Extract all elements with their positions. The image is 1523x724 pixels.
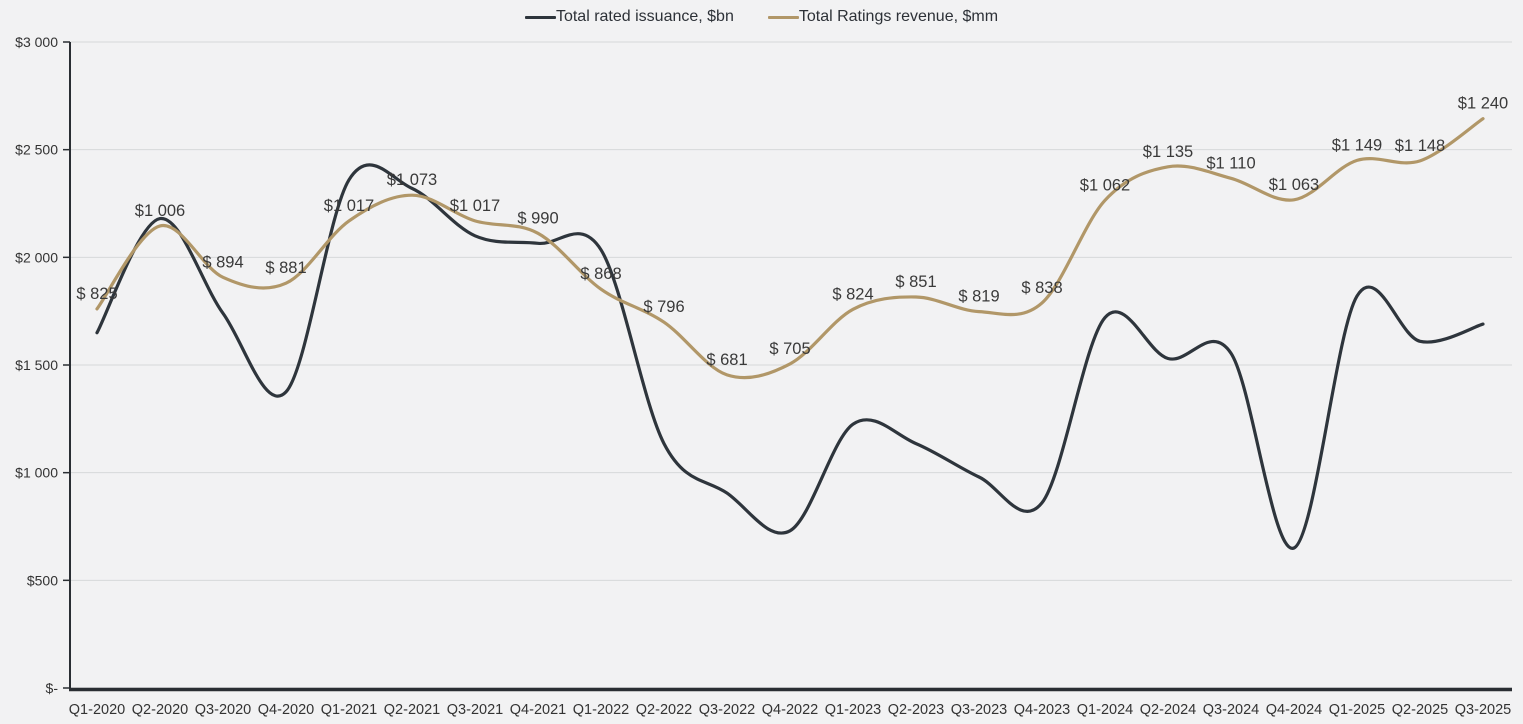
revenue-data-label: $1 148 [1395,137,1445,155]
revenue-data-label: $1 062 [1080,176,1130,194]
legend-item-issuance: Total rated issuance, $bn [524,8,734,26]
y-axis-label: $1 500 [15,357,58,373]
revenue-data-label: $ 894 [202,253,243,271]
revenue-line-swatch-icon [767,15,799,19]
revenue-line [95,117,1485,380]
x-axis-label: Q1-2020 [69,702,125,718]
revenue-data-label: $ 705 [769,340,810,358]
revenue-data-label: $1 017 [450,197,500,215]
issuance-line [95,163,1485,550]
revenue-data-label: $1 110 [1206,154,1255,172]
x-axis-label: Q4-2021 [510,702,566,718]
x-axis-label: Q2-2024 [1140,702,1196,718]
x-axis-label: Q4-2024 [1266,702,1322,718]
y-axis-label: $2 000 [15,249,58,265]
y-axis-label: $2 500 [15,142,58,158]
x-axis-label: Q2-2021 [384,702,440,718]
revenue-data-label: $1 073 [387,171,437,189]
x-axis-label: Q4-2022 [762,702,818,718]
x-axis-label: Q1-2021 [321,702,377,718]
x-axis-label: Q1-2025 [1329,702,1385,718]
y-axis-label: $- [46,680,59,696]
issuance-legend-label: Total rated issuance, $bn [555,8,734,25]
x-axis-label: Q2-2023 [888,702,944,718]
legend-item-revenue: Total Ratings revenue, $mm [767,8,999,26]
revenue-data-label: $ 825 [76,285,117,303]
x-axis-label: Q1-2023 [825,702,881,718]
y-axis-label: $1 000 [15,465,58,481]
revenue-data-label: $ 824 [832,285,873,303]
x-axis-label: Q3-2020 [195,702,251,718]
x-axis-label: Q1-2022 [573,702,629,718]
x-axis-label: Q3-2022 [699,702,755,718]
revenue-data-label: $ 681 [706,351,747,369]
revenue-data-label: $1 063 [1269,176,1319,194]
revenue-data-label: $ 881 [265,259,306,277]
y-axis-label: $3 000 [15,34,58,50]
issuance-line-swatch-icon [524,15,556,19]
x-axis-label: Q3-2023 [951,702,1007,718]
x-axis-label: Q2-2025 [1392,702,1448,718]
revenue-data-label: $ 838 [1021,279,1062,297]
x-axis-label: Q2-2020 [132,702,188,718]
revenue-data-label: $1 006 [135,202,185,220]
revenue-data-label: $ 990 [517,209,558,227]
revenue-data-label: $ 796 [643,298,684,316]
x-axis-label: Q3-2024 [1203,702,1259,718]
x-axis-label: Q3-2021 [447,702,503,718]
revenue-data-label: $ 851 [895,273,936,291]
y-axis-label: $500 [27,572,58,588]
x-axis-label: Q4-2023 [1014,702,1070,718]
x-axis-label: Q3-2025 [1455,702,1511,718]
revenue-data-label: $1 135 [1143,143,1193,161]
x-axis-label: Q2-2022 [636,702,692,718]
revenue-data-label: $1 149 [1332,136,1382,154]
revenue-data-label: $1 017 [324,197,374,215]
revenue-data-label: $1 240 [1458,95,1508,113]
revenue-data-label: $ 819 [958,288,999,306]
revenue-legend-label: Total Ratings revenue, $mm [798,8,999,25]
revenue-data-label: $ 868 [580,265,621,283]
legend: Total rated issuance, $bn Total Ratings … [0,8,1523,26]
x-axis-label: Q1-2024 [1077,702,1133,718]
x-axis-label: Q4-2020 [258,702,314,718]
